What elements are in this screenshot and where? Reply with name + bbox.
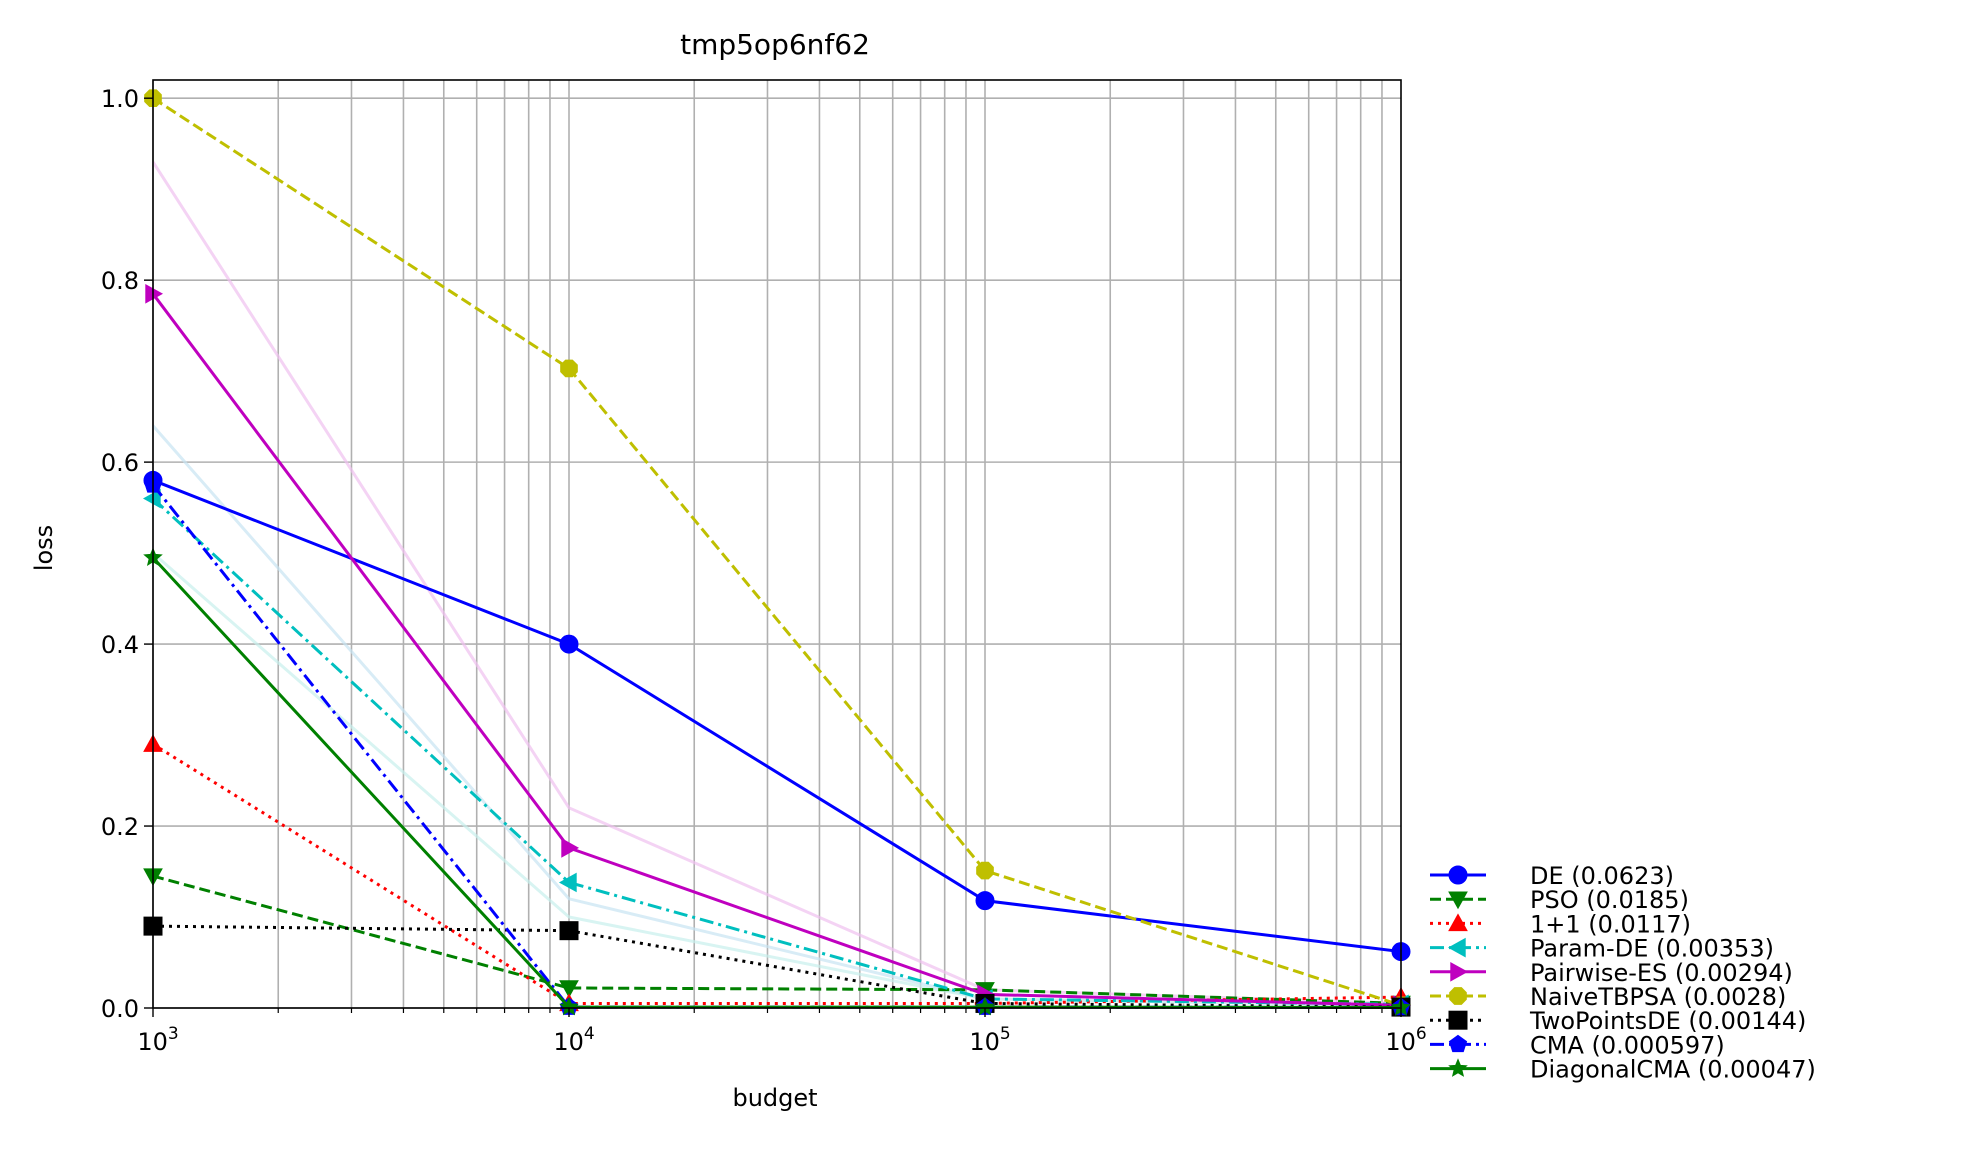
data-point <box>559 921 579 941</box>
data-point <box>1448 1034 1468 1053</box>
legend-entry: NaiveTBPSA (0.0028) <box>1430 983 1786 1011</box>
y-tick-label: 0.2 <box>101 813 139 841</box>
y-tick-label: 0.0 <box>101 995 139 1023</box>
series-line <box>151 497 1402 1006</box>
data-point <box>1450 961 1469 982</box>
legend-entry: DE (0.0623) <box>1430 862 1674 890</box>
chart-title: tmp5op6nf62 <box>680 28 870 61</box>
y-tick-label: 0.4 <box>101 631 139 659</box>
data-point <box>142 488 161 509</box>
data-point <box>1449 987 1467 1005</box>
x-tick-label: 106 <box>1385 1024 1426 1056</box>
x-tick-label: 103 <box>137 1024 178 1056</box>
legend-entry: PSO (0.0185) <box>1430 886 1689 914</box>
y-tick-label: 0.8 <box>101 267 139 295</box>
data-point <box>559 980 579 999</box>
legend: DE (0.0623)PSO (0.0185)1+1 (0.0117)Param… <box>1430 862 1816 1084</box>
data-point <box>1448 891 1468 910</box>
legend-entry: CMA (0.000597) <box>1430 1031 1725 1059</box>
axis-ticks: 0.0 0.2 0.4 0.6 0.8 1.0 103 104 105 106 <box>101 85 1427 1056</box>
legend-entry: DiagonalCMA (0.00047) <box>1430 1056 1816 1084</box>
data-point <box>976 861 994 880</box>
data-point <box>975 891 995 911</box>
plot-frame <box>152 79 1402 1009</box>
faded-series-line <box>151 161 1402 1005</box>
x-tick-label: 104 <box>553 1024 594 1056</box>
x-tick-label: 105 <box>969 1024 1010 1056</box>
series-line <box>152 874 1402 1005</box>
data-point <box>1448 1010 1468 1030</box>
data-point <box>561 838 580 858</box>
data-point <box>1447 937 1466 958</box>
faded-series-group <box>151 161 1402 1007</box>
series-line <box>152 96 1402 1007</box>
data-point <box>559 634 579 654</box>
legend-entry: 1+1 (0.0117) <box>1430 910 1691 938</box>
legend-label: TwoPointsDE (0.00144) <box>1529 1007 1806 1035</box>
legend-label: Pairwise-ES (0.00294) <box>1530 959 1793 987</box>
legend-label: NaiveTBPSA (0.0028) <box>1530 983 1786 1011</box>
y-tick-label: 0.6 <box>101 449 139 477</box>
y-tick-label: 1.0 <box>101 85 139 113</box>
legend-entry: TwoPointsDE (0.00144) <box>1430 1007 1806 1035</box>
faded-series-line <box>152 551 1402 1007</box>
legend-entry: Param-DE (0.00353) <box>1430 935 1774 963</box>
y-axis-label: loss <box>30 525 58 571</box>
data-point <box>1448 865 1468 885</box>
series-line <box>152 478 1402 954</box>
series-line <box>151 292 1402 1007</box>
data-point <box>1448 913 1468 932</box>
data-point <box>145 283 164 304</box>
series-line <box>152 924 1402 1009</box>
legend-label: CMA (0.000597) <box>1530 1031 1725 1059</box>
data-point <box>558 872 577 893</box>
legend-label: DiagonalCMA (0.00047) <box>1530 1056 1816 1084</box>
data-point <box>1448 1058 1468 1077</box>
legend-entry: Pairwise-ES (0.00294) <box>1430 959 1793 987</box>
legend-label: 1+1 (0.0117) <box>1530 910 1691 938</box>
data-point <box>560 359 578 378</box>
legend-label: DE (0.0623) <box>1530 862 1674 890</box>
x-axis-label: budget <box>732 1084 817 1112</box>
legend-label: PSO (0.0185) <box>1530 886 1689 914</box>
legend-label: Param-DE (0.00353) <box>1530 935 1774 963</box>
